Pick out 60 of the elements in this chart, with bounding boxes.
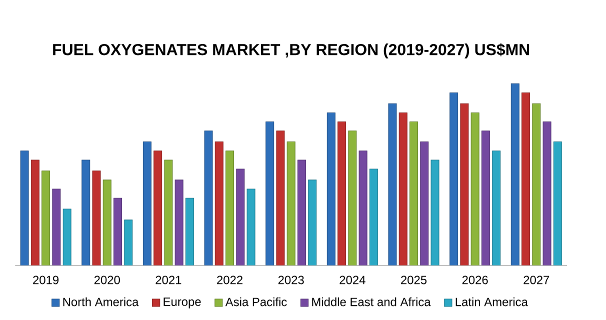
bar	[510, 83, 520, 266]
bar	[430, 160, 440, 266]
bar	[409, 121, 418, 266]
bar	[286, 141, 296, 266]
bar	[326, 112, 336, 266]
legend-label: Asia Pacific	[225, 297, 287, 306]
bar	[460, 103, 469, 266]
bar	[62, 208, 72, 266]
bar	[42, 170, 50, 266]
bar	[185, 198, 194, 266]
bar	[154, 150, 162, 266]
bar	[398, 112, 408, 266]
bar	[348, 130, 357, 266]
x-tick-label: 2025	[401, 276, 427, 284]
bar	[266, 121, 274, 266]
bar	[492, 150, 501, 266]
bar	[30, 160, 40, 266]
bar	[246, 188, 256, 266]
x-tick-label: 2021	[156, 276, 182, 284]
bar	[174, 180, 184, 266]
bar	[114, 198, 122, 266]
bar	[226, 150, 234, 266]
bar	[369, 168, 378, 266]
bar	[102, 180, 112, 266]
bar	[481, 130, 490, 266]
bar	[532, 103, 541, 266]
bar	[236, 168, 245, 266]
bar	[308, 180, 317, 266]
bar	[522, 92, 530, 266]
x-tick-label: 2023	[278, 276, 304, 284]
x-tick-label: 2027	[524, 276, 550, 284]
bar	[420, 141, 429, 266]
bar	[204, 130, 213, 266]
chart-title: FUEL OXYGENATES MARKET ,BY REGION (2019-2027) US$MN	[53, 43, 530, 58]
x-tick-label: 2019	[33, 276, 59, 284]
bar	[450, 92, 458, 266]
bar	[142, 141, 152, 266]
bar	[388, 103, 397, 266]
bar	[52, 188, 61, 266]
bar	[338, 121, 346, 266]
legend-label: Europe	[164, 298, 201, 308]
bar	[92, 170, 101, 266]
legend-label: Middle East and Africa	[312, 297, 431, 306]
bar	[164, 160, 173, 266]
x-tick-label: 2024	[340, 276, 366, 284]
bar	[542, 121, 552, 266]
bar	[470, 112, 480, 266]
bar	[553, 141, 562, 266]
bar	[124, 220, 133, 266]
bar	[358, 150, 368, 266]
x-tick-label: 2026	[462, 276, 488, 284]
legend-label: North America	[63, 297, 139, 306]
bar	[297, 160, 306, 266]
x-tick-label: 2022	[217, 276, 242, 284]
bar	[214, 141, 224, 266]
legend-label: Latin America	[456, 297, 528, 306]
x-tick-label: 2020	[94, 276, 120, 284]
bar	[276, 130, 285, 266]
bar	[82, 160, 90, 266]
bar	[20, 150, 29, 266]
